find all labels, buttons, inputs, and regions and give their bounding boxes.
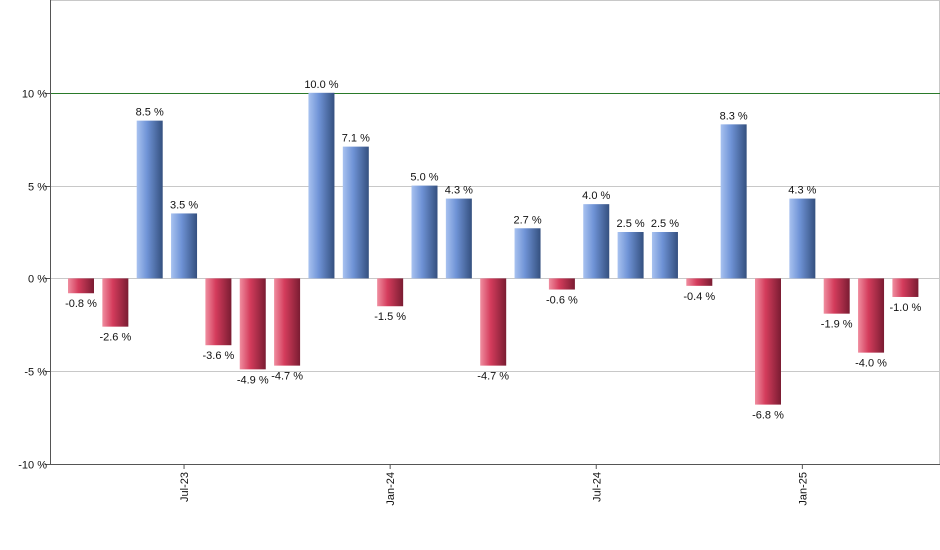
data-label: -0.6 % [546, 295, 578, 307]
bar [102, 278, 129, 327]
bar [617, 232, 644, 279]
data-label: -4.0 % [855, 358, 887, 370]
data-label: 10.0 % [304, 79, 338, 91]
bar [274, 278, 301, 366]
x-tick-label: Jan-25 [797, 472, 809, 506]
y-tick-label: 10 % [22, 89, 47, 101]
data-label: 2.5 % [651, 218, 679, 230]
data-label: 4.3 % [445, 185, 473, 197]
data-label: 8.5 % [136, 107, 164, 119]
bar [858, 278, 885, 353]
data-label: -4.7 % [271, 371, 303, 383]
bar [651, 232, 678, 279]
y-tick-label: 0 % [28, 274, 47, 286]
data-label: -0.4 % [683, 291, 715, 303]
bar [171, 213, 198, 279]
data-label: -0.8 % [65, 298, 97, 310]
axes: -10 % -5 % 0 % 5 % 10 % Jul-23 Jan-24 Jul-24 Jan… [18, 0, 940, 506]
data-label: 7.1 % [342, 133, 370, 145]
data-label: 4.0 % [582, 190, 610, 202]
data-labels: -0.8 %-2.6 %8.5 %3.5 %-3.6 %-4.9 % -4.7 %… [65, 79, 921, 422]
data-label: -2.6 % [99, 332, 131, 344]
bar [583, 204, 610, 279]
x-tick-label: Jul-24 [591, 472, 603, 502]
bar [377, 278, 404, 307]
bar [686, 278, 713, 286]
bar [445, 198, 472, 279]
bar [308, 92, 335, 279]
data-label: -1.0 % [890, 302, 922, 314]
data-label: 3.5 % [170, 199, 198, 211]
data-label: 4.3 % [788, 185, 816, 197]
data-label: -6.8 % [752, 410, 784, 422]
bar [789, 198, 816, 279]
data-label: 2.7 % [513, 214, 541, 226]
bar [892, 278, 919, 297]
bar [411, 185, 438, 279]
y-tick-label: -5 % [24, 367, 47, 379]
bar [342, 146, 369, 279]
data-label: -1.9 % [821, 319, 853, 331]
bar [548, 278, 575, 290]
bar [136, 120, 163, 279]
bar [720, 124, 747, 279]
data-label: 5.0 % [410, 172, 438, 184]
bar [514, 228, 541, 279]
gridlines [50, 0, 940, 464]
bar [480, 278, 507, 366]
data-label: 8.3 % [720, 110, 748, 122]
bar [755, 278, 781, 405]
data-label: -3.6 % [203, 350, 235, 362]
data-label: -4.7 % [477, 371, 509, 383]
bar [823, 278, 850, 314]
x-tick-label: Jan-24 [385, 472, 397, 506]
data-label: -1.5 % [374, 311, 406, 323]
y-tick-label: 5 % [28, 182, 47, 194]
y-tick-label: -10 % [18, 460, 47, 472]
bar [68, 278, 94, 294]
bars [68, 92, 919, 405]
x-tick-label: Jul-23 [179, 472, 191, 502]
bar [205, 278, 232, 346]
data-label: 2.5 % [617, 218, 645, 230]
bar [239, 278, 266, 370]
data-label: -4.9 % [237, 374, 269, 386]
